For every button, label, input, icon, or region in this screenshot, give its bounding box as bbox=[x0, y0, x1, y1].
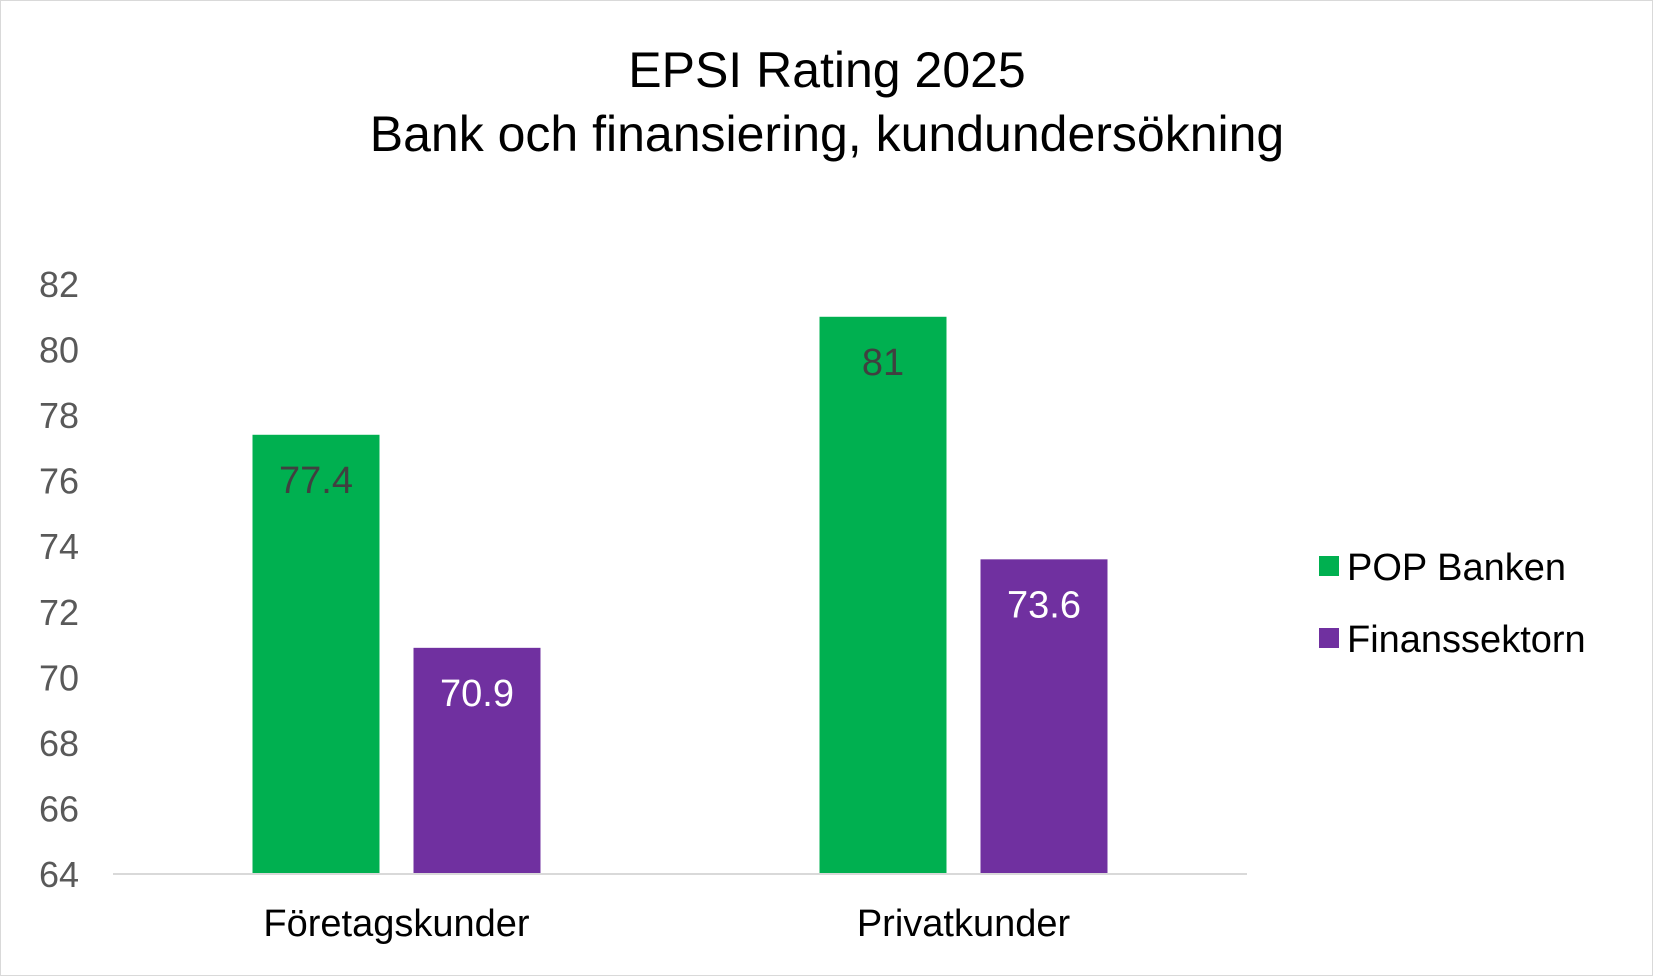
y-axis: 64 66 68 70 72 74 76 78 80 82 bbox=[39, 264, 79, 895]
data-label: 73.6 bbox=[1007, 584, 1081, 626]
y-tick-label: 78 bbox=[39, 395, 79, 436]
x-category-label: Privatkunder bbox=[857, 903, 1071, 945]
y-tick-label: 66 bbox=[39, 788, 79, 829]
data-label: 81 bbox=[862, 342, 904, 384]
legend-swatch bbox=[1319, 628, 1339, 648]
legend-label[interactable]: POP Banken bbox=[1347, 547, 1566, 589]
data-label: 77.4 bbox=[279, 460, 353, 502]
y-tick-label: 82 bbox=[39, 264, 79, 305]
legend[interactable]: POP Banken Finanssektorn bbox=[1319, 547, 1586, 661]
bar-pop-banken-1[interactable] bbox=[819, 316, 947, 874]
bar-finanssektorn-0[interactable] bbox=[413, 647, 541, 874]
data-labels: 77.4 70.9 81 73.6 bbox=[279, 342, 1081, 715]
x-category-label: Företagskunder bbox=[263, 903, 529, 945]
y-tick-label: 80 bbox=[39, 330, 79, 371]
y-tick-label: 68 bbox=[39, 723, 79, 764]
y-tick-label: 74 bbox=[39, 526, 79, 567]
legend-label[interactable]: Finanssektorn bbox=[1347, 619, 1586, 661]
y-tick-label: 76 bbox=[39, 461, 79, 502]
y-tick-label: 70 bbox=[39, 657, 79, 698]
data-label: 70.9 bbox=[440, 673, 514, 715]
bars-group bbox=[252, 316, 1108, 874]
y-tick-label: 64 bbox=[39, 854, 79, 895]
chart-title: EPSI Rating 2025 bbox=[628, 42, 1026, 98]
bar-pop-banken-0[interactable] bbox=[252, 434, 380, 874]
x-axis: Företagskunder Privatkunder bbox=[263, 903, 1070, 945]
chart-subtitle: Bank och finansiering, kundundersökning bbox=[370, 106, 1285, 162]
legend-swatch bbox=[1319, 556, 1339, 576]
y-tick-label: 72 bbox=[39, 592, 79, 633]
bar-finanssektorn-1[interactable] bbox=[980, 559, 1108, 874]
